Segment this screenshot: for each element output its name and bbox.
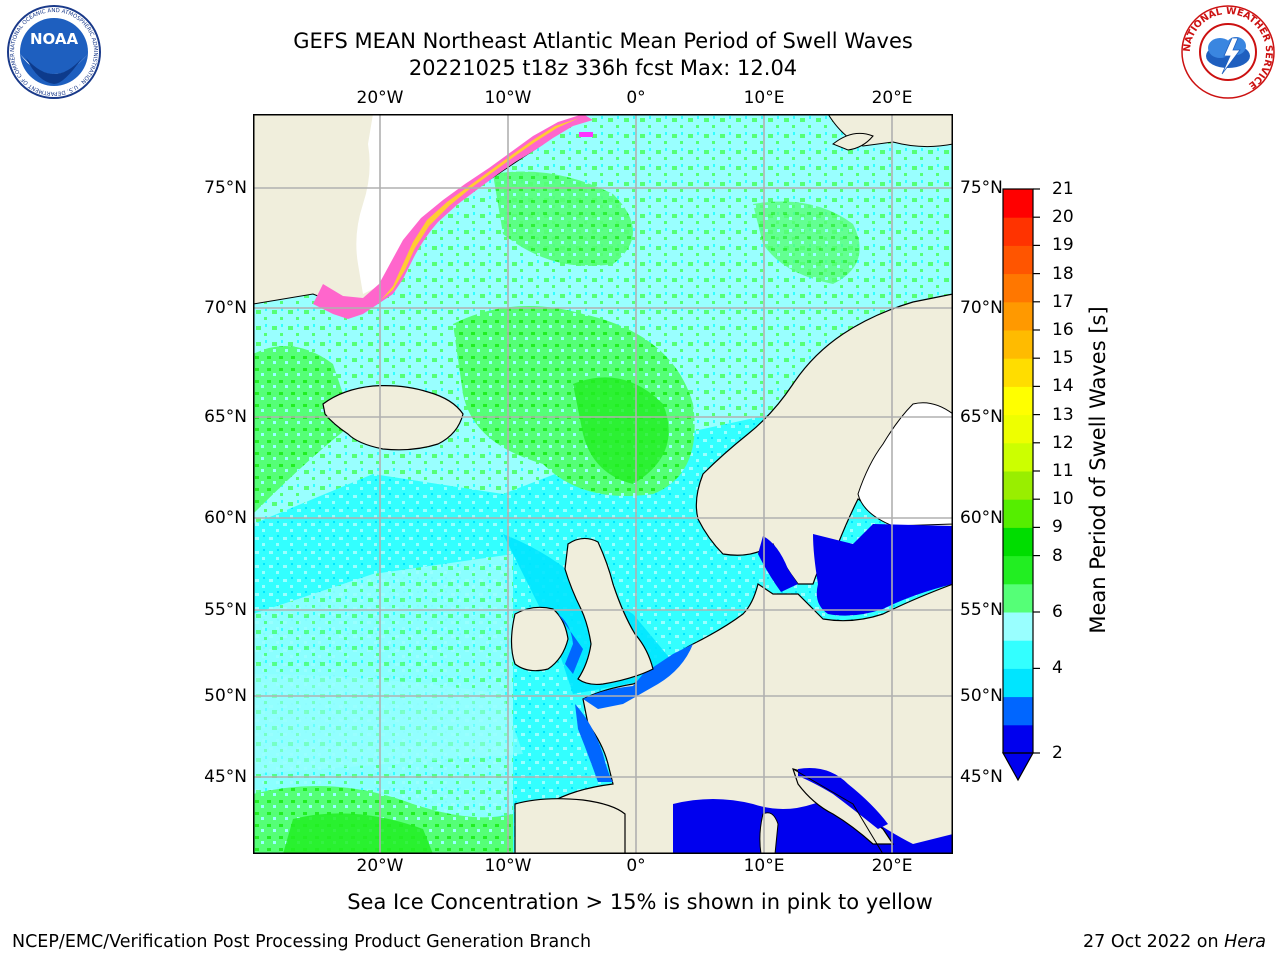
colorbar-label: Mean Period of Swell Waves [s] <box>1086 306 1110 634</box>
colorbar <box>1002 188 1040 782</box>
lat-tick-right-4: 60°N <box>960 508 1003 528</box>
footer-branch: NCEP/EMC/Verification Post Processing Pr… <box>12 932 592 952</box>
footer-date: 27 Oct 2022 on Hera <box>1083 932 1266 952</box>
lat-tick-left-6: 50°N <box>204 686 247 706</box>
lat-tick-right-6: 50°N <box>960 686 1003 706</box>
colorbar-tick-label: 15 <box>1052 348 1074 369</box>
lat-tick-right-7: 45°N <box>960 767 1003 787</box>
colorbar-swatch <box>1003 499 1033 528</box>
colorbar-swatch <box>1003 668 1033 698</box>
lon-tick-bottom-1: 20°W <box>356 856 404 876</box>
colorbar-swatch <box>1003 189 1033 218</box>
lat-tick-left-1: 75°N <box>204 178 247 198</box>
colorbar-tick-label: 12 <box>1052 432 1074 453</box>
lon-tick-top-2: 10°W <box>484 88 532 108</box>
colorbar-tick-label: 13 <box>1052 404 1074 425</box>
colorbar-swatch <box>1003 724 1033 754</box>
lat-tick-left-5: 55°N <box>204 600 247 620</box>
lon-tick-top-4: 10°E <box>743 88 785 108</box>
lat-tick-right-5: 55°N <box>960 600 1003 620</box>
colorbar-tick-label: 6 <box>1052 602 1063 622</box>
lon-tick-bottom-2: 10°W <box>484 856 532 876</box>
colorbar-swatch <box>1003 217 1033 246</box>
lat-tick-left-2: 70°N <box>204 298 247 318</box>
lat-tick-right-1: 75°N <box>960 178 1003 198</box>
lat-tick-right-2: 70°N <box>960 298 1003 318</box>
graticule <box>253 114 953 854</box>
swell-period-map <box>253 114 953 854</box>
colorbar-tick-label: 21 <box>1052 179 1074 199</box>
map-subtitle-forecast: 20221025 t18z 336h fcst Max: 12.04 <box>408 56 798 80</box>
colorbar-swatch <box>1003 442 1033 472</box>
baltic-sea <box>813 524 953 616</box>
lon-tick-top-3: 0° <box>626 88 646 108</box>
noaa-logo-text: NOAA <box>30 30 79 48</box>
colorbar-swatch <box>1003 640 1033 669</box>
colorbar-swatch <box>1003 301 1033 331</box>
colorbar-tick-label: 8 <box>1052 545 1063 566</box>
footer-date-text: 27 Oct 2022 on <box>1083 932 1225 952</box>
colorbar-tick-label: 18 <box>1052 263 1074 284</box>
lat-tick-left-4: 60°N <box>204 508 247 528</box>
lat-tick-left-7: 45°N <box>204 767 247 787</box>
lon-tick-bottom-5: 20°E <box>871 856 913 876</box>
colorbar-swatch <box>1003 583 1033 613</box>
colorbar-swatch <box>1003 471 1033 500</box>
colorbar-tick-label: 20 <box>1052 207 1074 228</box>
colorbar-swatch <box>1003 330 1033 359</box>
colorbar-swatch <box>1003 358 1033 387</box>
colorbar-tick-label: 10 <box>1052 489 1074 510</box>
colorbar-swatch <box>1003 245 1033 275</box>
colorbar-swatch <box>1003 386 1033 416</box>
lon-tick-top-1: 20°W <box>356 88 404 108</box>
lon-tick-bottom-4: 10°E <box>743 856 785 876</box>
colorbar-swatch <box>1003 555 1033 585</box>
colorbar-tick-label: 2 <box>1052 743 1063 763</box>
sea-ice-note: Sea Ice Concentration > 15% is shown in … <box>347 890 933 914</box>
colorbar-tick-label: 4 <box>1052 658 1063 679</box>
lat-tick-right-3: 65°N <box>960 407 1003 427</box>
footer-host: Hera <box>1224 932 1266 952</box>
colorbar-swatch <box>1003 273 1033 303</box>
colorbar-extend-arrow <box>1002 752 1035 782</box>
colorbar-swatch <box>1003 612 1033 641</box>
map-title: GEFS MEAN Northeast Atlantic Mean Period… <box>293 29 913 53</box>
lon-tick-bottom-3: 0° <box>626 856 646 876</box>
colorbar-tick-label: 11 <box>1052 461 1074 481</box>
lat-tick-left-3: 65°N <box>204 407 247 427</box>
colorbar-swatch <box>1003 696 1033 726</box>
nws-logo: NATIONAL WEATHER SERVICE <box>1181 5 1275 99</box>
colorbar-tick-label: 14 <box>1052 376 1074 397</box>
colorbar-swatch <box>1003 414 1033 444</box>
colorbar-tick-label: 9 <box>1052 517 1063 538</box>
colorbar-tick-label: 17 <box>1052 291 1074 312</box>
lon-tick-top-5: 20°E <box>871 88 913 108</box>
sea-ice-edge <box>313 114 593 319</box>
colorbar-tick-label: 16 <box>1052 320 1074 340</box>
great-britain <box>564 537 654 686</box>
ireland <box>510 606 569 672</box>
colorbar-swatch <box>1003 527 1033 557</box>
noaa-logo: NOAA NATIONAL OCEANIC AND ATMOSPHERIC AD… <box>4 4 101 99</box>
colorbar-tick-label: 19 <box>1052 235 1074 256</box>
